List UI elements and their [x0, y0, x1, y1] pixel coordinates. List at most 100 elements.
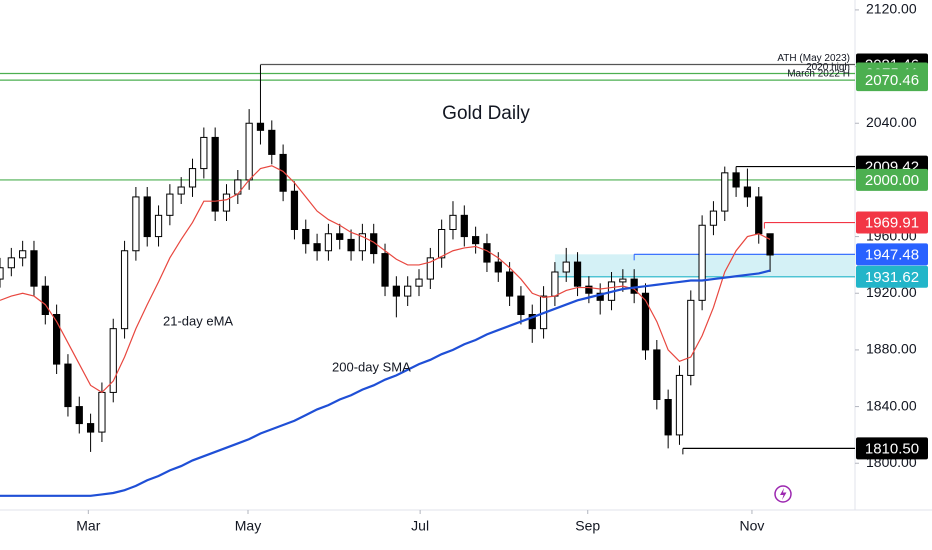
candle-body [438, 229, 446, 259]
candle-body [619, 278, 627, 283]
candle-body [698, 224, 706, 301]
candle-body [19, 250, 27, 259]
level-note: 2020 high [806, 62, 850, 73]
candle-body [551, 271, 559, 297]
candle-body [573, 261, 582, 287]
level-note: March 2022 H [787, 69, 850, 80]
candle-body [313, 243, 321, 252]
candle-body [404, 285, 412, 297]
candle-body [766, 233, 774, 256]
x-tick-label: Nov [739, 518, 764, 534]
candle-body [302, 229, 310, 245]
level-note: ATH (May 2023) [777, 53, 850, 64]
candle-body [268, 129, 276, 155]
price-box [856, 168, 928, 191]
candle-body [653, 349, 661, 400]
price-box-label: 2000.00 [865, 172, 919, 189]
chart-title: Gold Daily [442, 103, 530, 124]
x-tick-label: Mar [76, 518, 100, 534]
candle-body [256, 122, 265, 131]
y-tick-label: 2120.00 [866, 1, 917, 17]
candle-body [30, 250, 38, 287]
candle-body [75, 406, 83, 425]
candle-body [120, 250, 129, 330]
candle-body [721, 172, 729, 212]
candle-body [743, 186, 752, 198]
replay-icon[interactable] [774, 485, 792, 503]
candle-body [324, 233, 333, 252]
price-box-label: 2070.46 [865, 72, 919, 89]
candle-body [245, 122, 253, 181]
icon-bolt[interactable] [780, 488, 787, 500]
price-box-label: 1931.62 [865, 269, 919, 286]
candle-body [687, 299, 695, 376]
candle-body [505, 271, 514, 297]
y-tick-label: 1920.00 [866, 284, 917, 300]
ma-line [0, 165, 771, 394]
candle-body [154, 214, 163, 238]
candle-body [494, 261, 502, 273]
candle-body [41, 285, 49, 315]
price-box-label: 1969.91 [865, 215, 919, 232]
x-tick-label: Jul [411, 518, 429, 534]
candle-body [279, 153, 287, 192]
candle-body [200, 136, 208, 170]
candle-body [664, 399, 672, 436]
candle-body [132, 196, 140, 252]
candle-body [64, 363, 72, 408]
candle-body [562, 261, 570, 273]
candle-body [415, 278, 423, 287]
candle-body [528, 314, 536, 330]
candle-body [98, 391, 106, 433]
candle-body [381, 253, 389, 287]
candle-body [7, 257, 15, 269]
candle-body [86, 423, 95, 433]
candle-body [358, 233, 366, 252]
price-box [856, 437, 928, 460]
candle-body [585, 285, 593, 294]
price-box [856, 211, 928, 234]
candle-body [472, 236, 480, 245]
price-box [856, 243, 928, 266]
candle-body [166, 193, 174, 216]
x-tick-label: Sep [575, 518, 600, 534]
candle-body [426, 257, 434, 280]
candle-body [188, 168, 197, 188]
y-tick-label: 1840.00 [866, 397, 917, 413]
candle-body [0, 267, 4, 280]
price-box-label: 1947.48 [865, 246, 919, 263]
candle-body [449, 214, 457, 230]
candle-body [290, 190, 299, 230]
candle-body [483, 243, 491, 263]
x-tick-label: May [235, 518, 261, 534]
candle-body [177, 186, 185, 195]
candle-body [675, 374, 684, 436]
candle-body [392, 285, 400, 297]
ma-line [0, 269, 771, 497]
candle-body [709, 210, 718, 226]
y-tick-label: 2040.00 [866, 114, 917, 130]
series-label: 21-day eMA [163, 313, 233, 328]
y-tick-label: 1880.00 [866, 341, 917, 357]
price-box [856, 265, 928, 288]
candle-body [336, 233, 344, 240]
candle-body [460, 214, 468, 238]
candle-body [143, 196, 151, 238]
candle-body [347, 238, 355, 252]
candle-body [109, 328, 117, 393]
candle-body [222, 193, 231, 212]
series-label: 200-day SMA [332, 359, 411, 374]
candle-body [755, 196, 763, 235]
candle-body [370, 233, 378, 255]
price-box [856, 69, 928, 92]
candle-body [641, 292, 650, 351]
candle-body [517, 295, 525, 316]
icon-circle[interactable] [774, 485, 792, 503]
price-box-label: 1810.50 [865, 440, 919, 457]
candle-body [596, 292, 604, 301]
candle-body [53, 314, 61, 365]
candle-body [732, 172, 740, 188]
candle-body [211, 136, 219, 212]
